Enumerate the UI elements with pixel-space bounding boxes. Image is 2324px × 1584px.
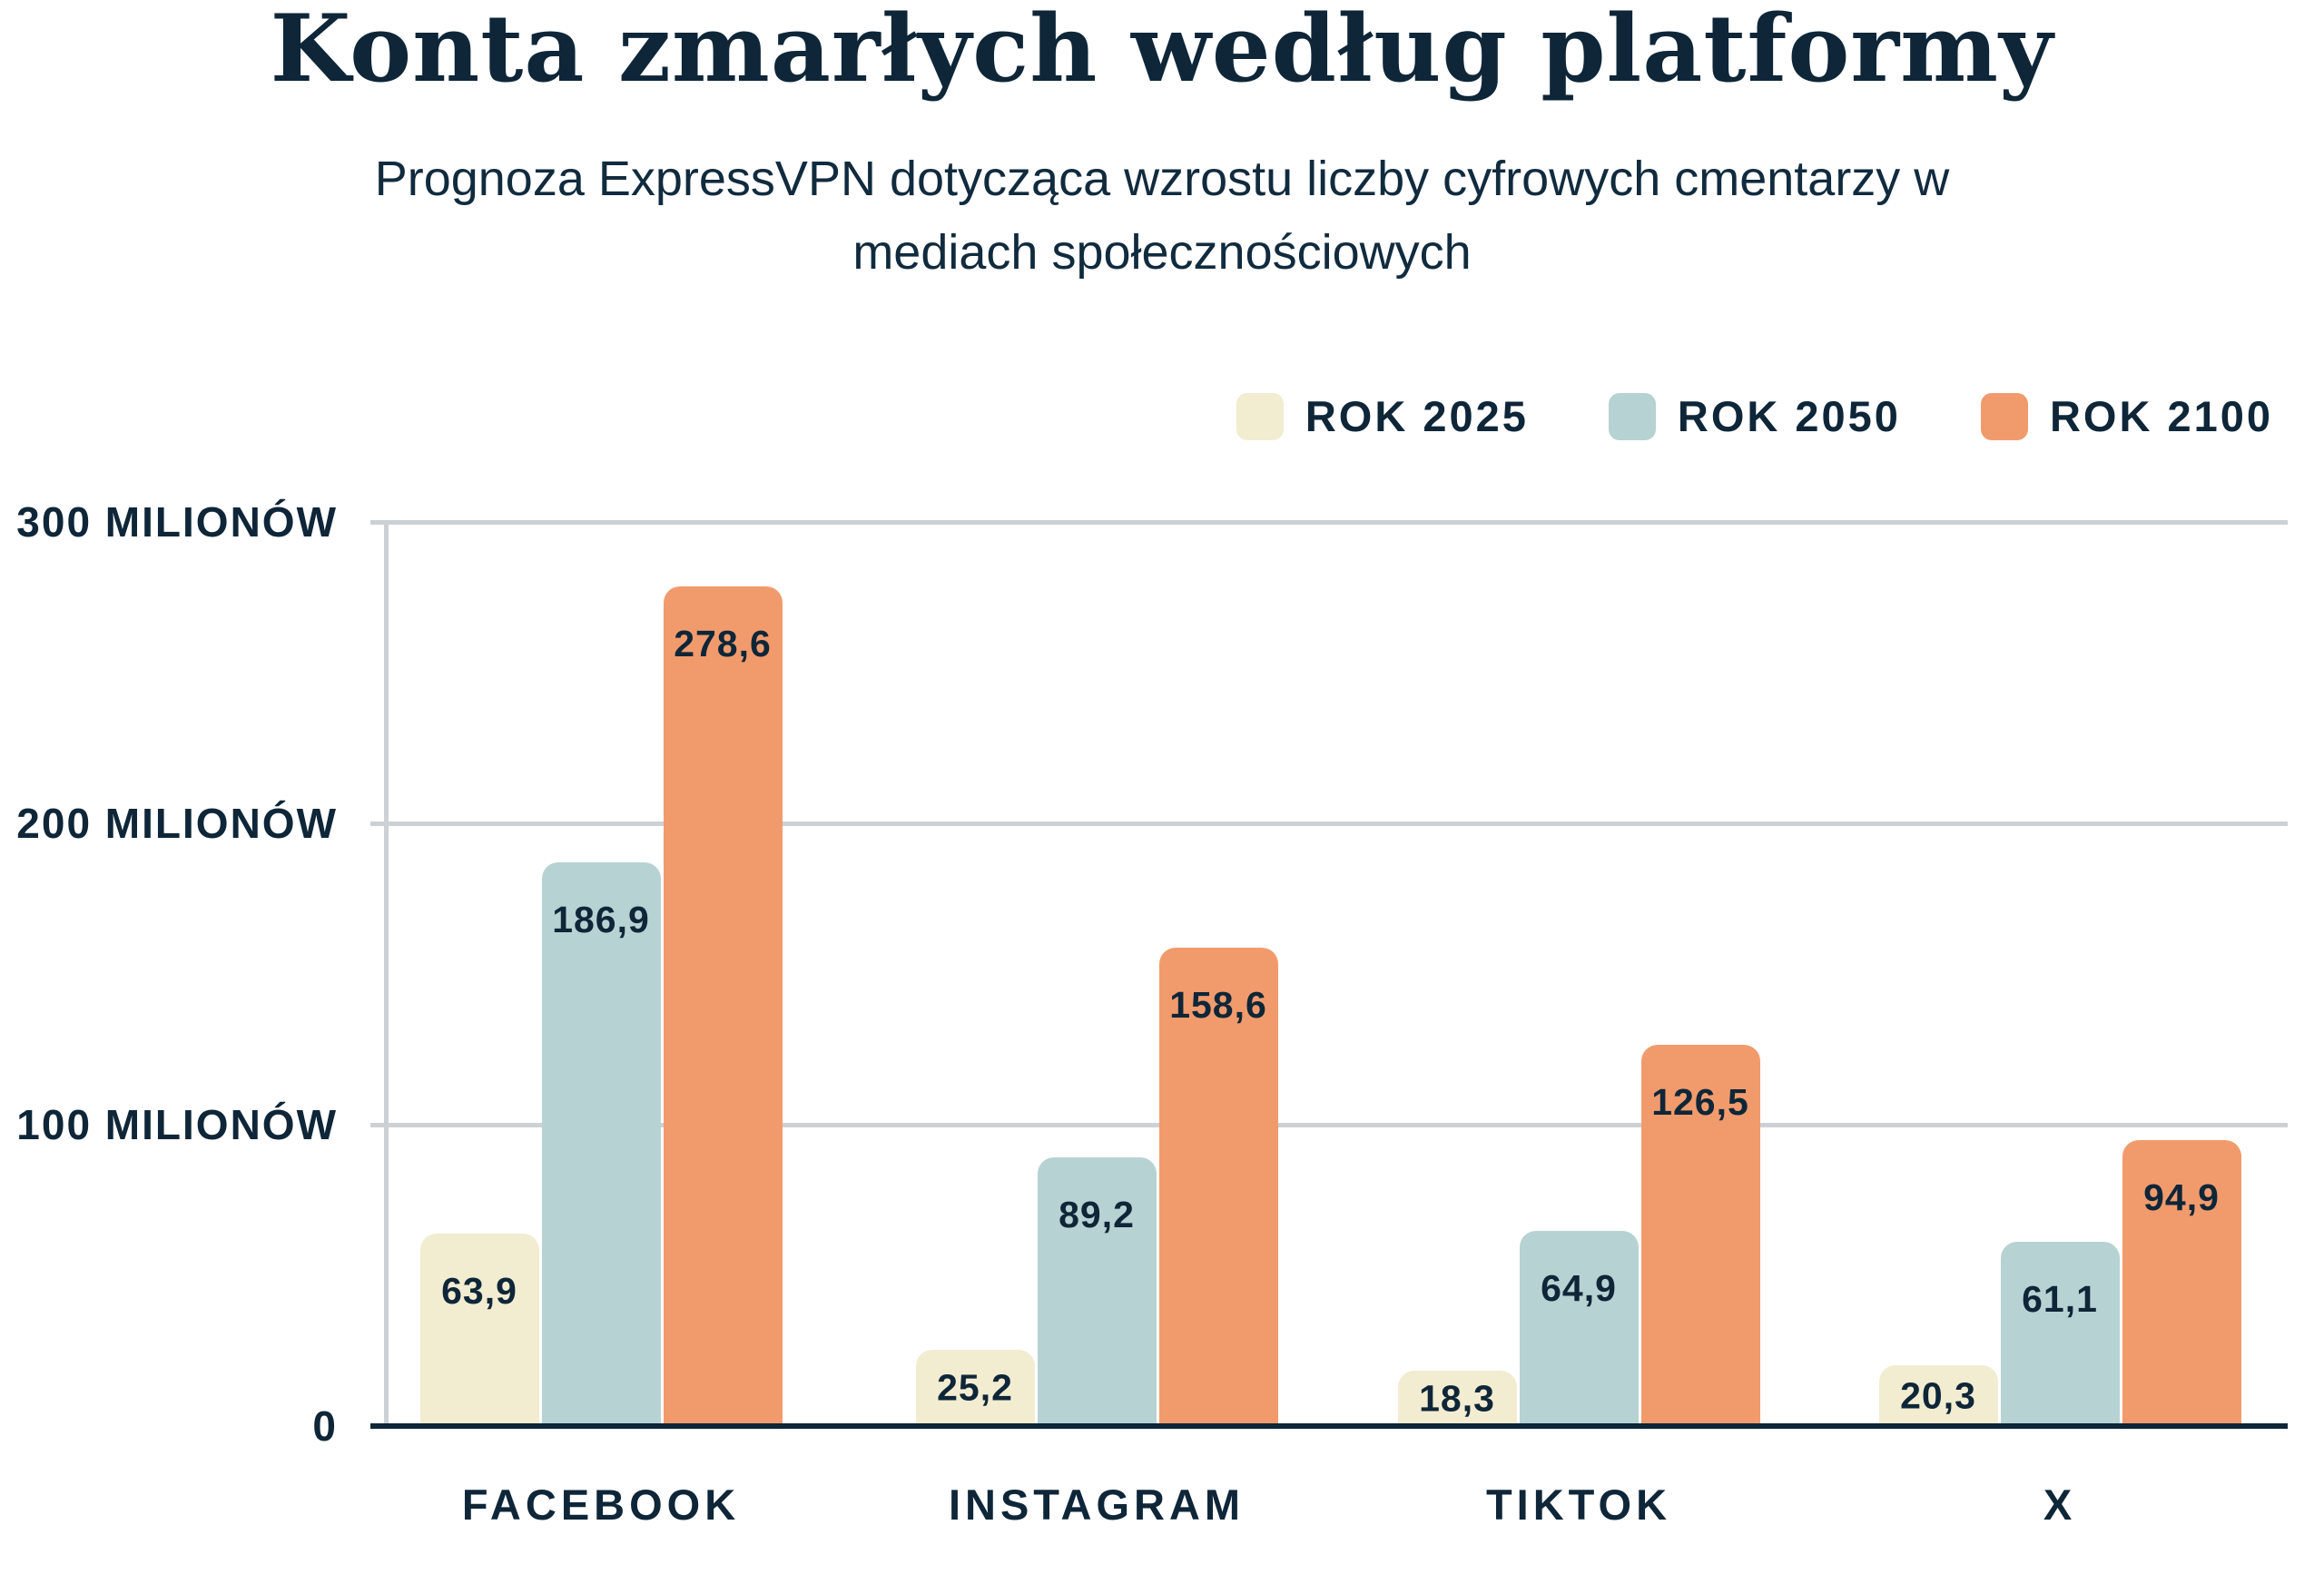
bar-facebook-rok-2025: 63,9 <box>419 1234 539 1426</box>
legend-swatch-rok-2050 <box>1608 392 1656 440</box>
y-tick-label-200: 200 MILIONÓW <box>16 800 338 847</box>
gridline-100m <box>370 1122 2288 1127</box>
y-tick-label-100: 100 MILIONÓW <box>16 1101 338 1148</box>
legend-swatch-rok-2100 <box>1980 392 2028 440</box>
bar-tiktok-rok-2050: 64,9 <box>1519 1231 1639 1426</box>
x-axis-label-facebook: FACEBOOK <box>461 1481 741 1529</box>
x-axis-label-tiktok: TIKTOK <box>1485 1481 1672 1529</box>
bar-value-label: 61,1 <box>2022 1278 2098 1320</box>
bar-value-label: 25,2 <box>937 1366 1013 1409</box>
bar-value-label: 158,6 <box>1169 984 1267 1026</box>
bar-value-label: 186,9 <box>552 899 650 940</box>
gridline-300m <box>370 519 2288 525</box>
bar-x-rok-2025: 20,3 <box>1878 1365 1998 1426</box>
bar-value-label: 20,3 <box>1900 1374 1976 1416</box>
legend-item-rok-2025: ROK 2025 <box>1236 391 1529 441</box>
chart-subtitle: Prognoza ExpressVPN dotycząca wzrostu li… <box>0 143 2324 290</box>
chart-legend: ROK 2025 ROK 2050 ROK 2100 <box>1236 391 2273 441</box>
bar-value-label: 94,9 <box>2143 1176 2220 1218</box>
chart-subtitle-line-1: Prognoza ExpressVPN dotycząca wzrostu li… <box>374 152 1950 206</box>
legend-item-rok-2100: ROK 2100 <box>1980 391 2273 441</box>
legend-label-rok-2100: ROK 2100 <box>2049 392 2273 440</box>
x-axis-label-x: X <box>2043 1481 2077 1529</box>
y-tick-label-0: 0 <box>312 1402 338 1450</box>
legend-swatch-rok-2025 <box>1236 392 1284 440</box>
legend-label-rok-2025: ROK 2025 <box>1305 392 1529 440</box>
chart-subtitle-line-2: mediach społecznościowych <box>852 225 1472 280</box>
bar-value-label: 278,6 <box>674 623 772 664</box>
bar-facebook-rok-2050: 186,9 <box>541 862 661 1426</box>
bar-instagram-rok-2050: 89,2 <box>1037 1157 1157 1426</box>
bar-x-rok-2100: 94,9 <box>2122 1140 2241 1426</box>
gridline-200m <box>370 821 2288 826</box>
y-axis-line <box>384 522 389 1428</box>
bar-value-label: 63,9 <box>441 1270 517 1312</box>
x-axis-line <box>370 1423 2288 1429</box>
bar-tiktok-rok-2025: 18,3 <box>1397 1371 1517 1426</box>
bar-tiktok-rok-2100: 126,5 <box>1640 1045 1760 1426</box>
bar-value-label: 64,9 <box>1541 1267 1617 1309</box>
y-tick-label-300: 300 MILIONÓW <box>16 498 338 546</box>
bar-value-label: 89,2 <box>1059 1194 1135 1235</box>
x-axis-label-instagram: INSTAGRAM <box>948 1481 1246 1529</box>
legend-item-rok-2050: ROK 2050 <box>1608 391 1901 441</box>
bar-x-rok-2050: 61,1 <box>2000 1242 2120 1426</box>
chart-title: Konta zmarłych według platformy <box>270 0 2054 103</box>
bar-value-label: 18,3 <box>1419 1377 1495 1419</box>
bar-facebook-rok-2100: 278,6 <box>663 586 783 1426</box>
bar-value-label: 126,5 <box>1651 1081 1749 1123</box>
legend-label-rok-2050: ROK 2050 <box>1677 392 1901 440</box>
bar-instagram-rok-2025: 25,2 <box>915 1350 1035 1426</box>
bar-instagram-rok-2100: 158,6 <box>1158 948 1278 1426</box>
